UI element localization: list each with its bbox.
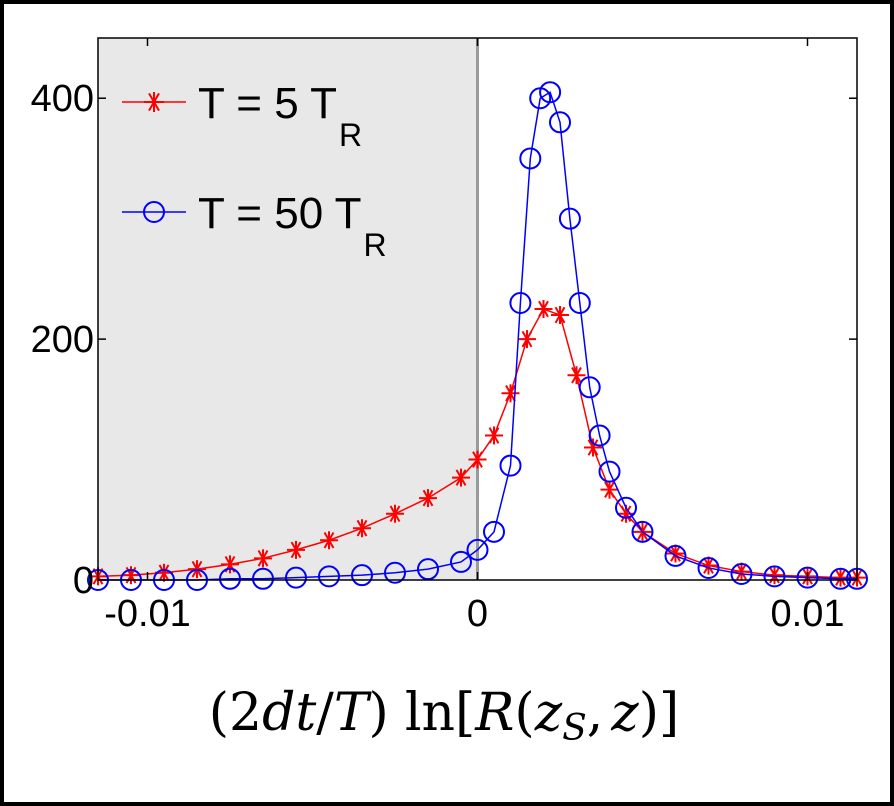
data-point (466, 538, 489, 561)
data-point (697, 556, 720, 579)
data-point (584, 438, 602, 457)
legend-item-2: T = 50 TR (122, 189, 387, 263)
shaded-region (98, 38, 478, 580)
x-tick-label: 0 (467, 593, 488, 635)
data-point (796, 566, 819, 589)
data-point (219, 567, 241, 590)
data-point (318, 565, 340, 588)
data-point (468, 450, 487, 469)
data-point (452, 468, 470, 487)
data-point (558, 207, 581, 230)
data-point (831, 568, 850, 587)
data-point (664, 544, 687, 567)
data-point (252, 567, 274, 590)
data-point (386, 504, 404, 523)
legend-marker (144, 92, 164, 112)
data-point (732, 562, 751, 581)
data-point (567, 366, 586, 385)
data-point (598, 460, 621, 483)
legend-label: T = 50 T (198, 189, 361, 238)
data-point (534, 300, 553, 318)
series-line (98, 91, 857, 581)
y-tick-label: 200 (31, 319, 94, 361)
data-point (419, 489, 437, 508)
data-point (509, 291, 532, 314)
legend-item-1: T = 5 TR (122, 79, 362, 153)
series-2 (87, 81, 868, 591)
data-point (829, 567, 852, 590)
data-point (384, 561, 406, 584)
data-point (631, 520, 654, 543)
legend-marker (143, 201, 165, 223)
data-point (483, 520, 505, 543)
data-point (287, 540, 305, 559)
data-point (501, 384, 520, 403)
y-tick-label: 400 (31, 78, 94, 120)
data-point (568, 291, 591, 314)
data-point (254, 549, 272, 568)
data-point (666, 544, 685, 563)
data-point (549, 111, 571, 134)
x-tick-label: -0.01 (104, 593, 191, 635)
data-point (588, 424, 611, 447)
y-tick-label: 0 (73, 560, 94, 602)
series-line (97, 308, 857, 579)
data-point (518, 330, 536, 349)
data-point (417, 558, 439, 581)
data-point (285, 566, 307, 589)
legend-label-subscript: R (339, 117, 362, 153)
data-point (485, 426, 503, 445)
x-axis-label: (2dt/T) ln[R(zS, z)] (209, 683, 680, 749)
data-point (351, 564, 373, 587)
legend-label-subscript: R (363, 227, 386, 263)
data-point (320, 531, 338, 550)
x-tick-label: 0.01 (771, 593, 845, 635)
data-point (519, 147, 542, 170)
data-point (450, 550, 472, 573)
data-point (730, 562, 753, 585)
data-point (551, 306, 569, 325)
data-point (353, 519, 371, 538)
legend-label: T = 5 T (198, 79, 337, 128)
data-point (763, 565, 786, 588)
data-point (499, 454, 522, 477)
data-point (615, 496, 637, 519)
data-point (578, 376, 601, 399)
data-point (539, 81, 562, 104)
data-point (600, 480, 619, 499)
